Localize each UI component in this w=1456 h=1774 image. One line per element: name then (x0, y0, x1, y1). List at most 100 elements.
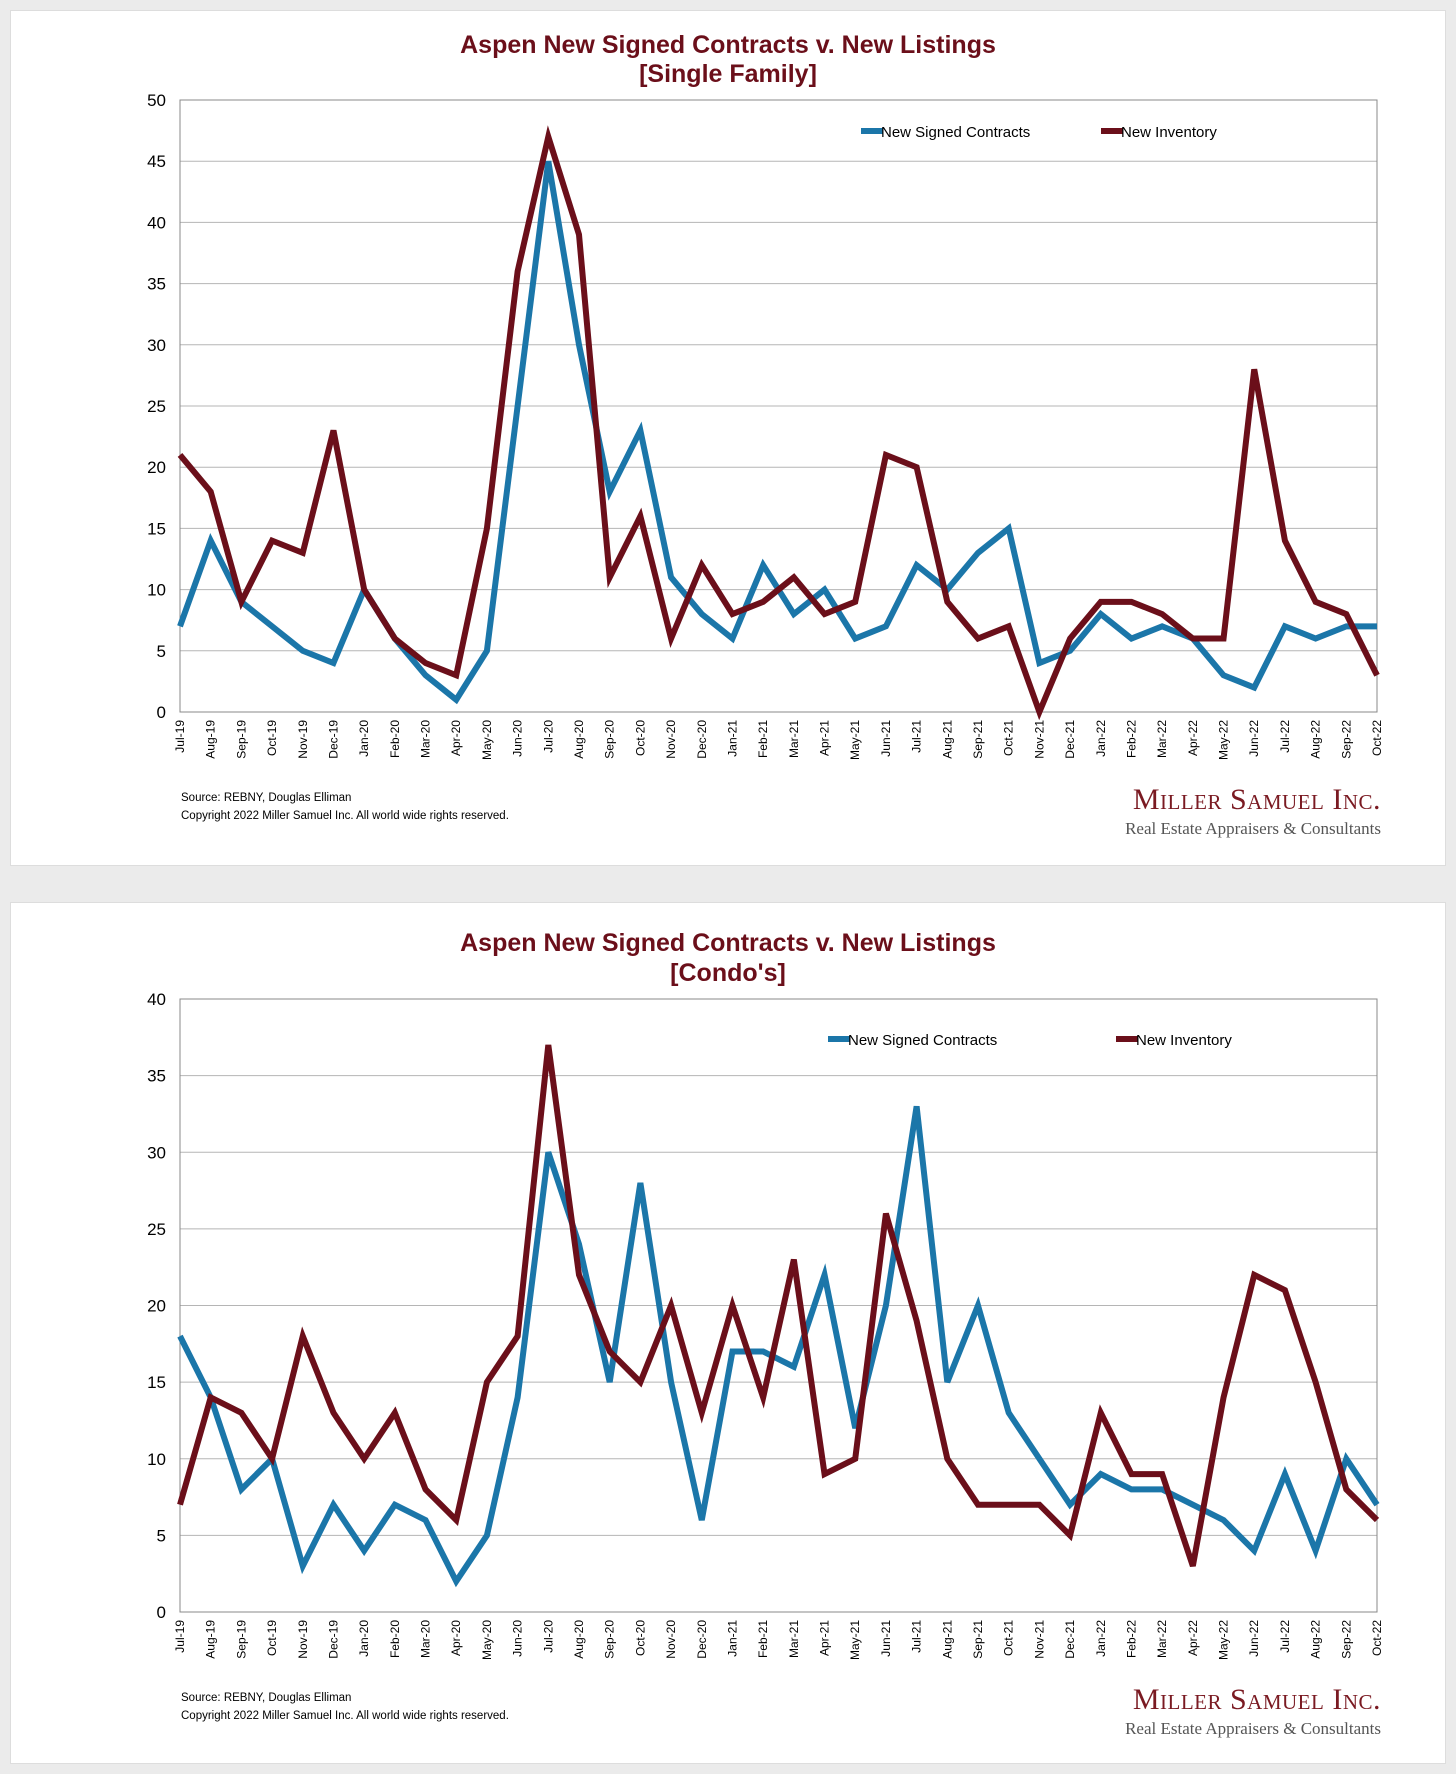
x-tick-label: Jul-22 (1278, 720, 1292, 753)
x-tick-label: Jul-20 (541, 720, 555, 753)
chart-title: Aspen New Signed Contracts v. New Listin… (460, 929, 996, 957)
source-note: Source: REBNY, Douglas Elliman (181, 792, 352, 804)
x-tick-label: Apr-22 (1186, 1620, 1200, 1656)
x-tick-label: Dec-21 (1063, 720, 1077, 759)
x-tick-label: Dec-19 (326, 1620, 340, 1659)
x-tick-label: Aug-19 (204, 1620, 218, 1659)
x-tick-label: Feb-20 (388, 720, 402, 758)
x-tick-label: Mar-22 (1155, 1620, 1169, 1658)
x-tick-label: Dec-19 (326, 720, 340, 759)
x-tick-label: Sep-22 (1339, 1620, 1353, 1659)
x-tick-label: Apr-21 (818, 720, 832, 756)
x-tick-label: Feb-21 (756, 1620, 770, 1658)
x-tick-label: Nov-19 (296, 1620, 310, 1659)
x-tick-label: Aug-19 (204, 720, 218, 759)
copyright-note: Copyright 2022 Miller Samuel Inc. All wo… (181, 1710, 509, 1722)
x-tick-label: Oct-22 (1370, 1620, 1384, 1656)
logo-name: Miller Samuel Inc. (1132, 1683, 1381, 1716)
x-tick-label: Jan-21 (725, 1620, 739, 1657)
x-tick-label: Feb-22 (1124, 1620, 1138, 1658)
x-tick-label: Jan-21 (725, 720, 739, 757)
y-tick-label: 35 (147, 275, 166, 294)
logo-tagline: Real Estate Appraisers & Consultants (1125, 1719, 1381, 1738)
chart-subtitle: [Single Family] (639, 60, 817, 88)
single-family-chart-panel: 0 5 10 15 20 25 30 35 40 45 50 Jul-19 Aug-19 Sep-19 Oc… (10, 10, 1446, 866)
x-tick-label: Sep-22 (1339, 720, 1353, 759)
x-tick-label: Jul-22 (1278, 1620, 1292, 1653)
logo-tagline: Real Estate Appraisers & Consultants (1125, 819, 1381, 838)
x-tick-label: May-21 (848, 1620, 862, 1660)
y-tick-label: 15 (147, 1373, 166, 1392)
y-tick-label: 25 (147, 397, 166, 416)
x-tick-label: Aug-21 (940, 720, 954, 759)
miller-samuel-logo: Miller Samuel Inc. Real Estate Appraiser… (1125, 1683, 1381, 1741)
y-tick-label: 35 (147, 1067, 166, 1086)
plot-area (179, 99, 1378, 713)
y-tick-label: 15 (147, 519, 166, 538)
new-signed-contracts-line (177, 1105, 1380, 1588)
x-tick-label: Nov-20 (664, 1620, 678, 1659)
x-tick-label: Jan-22 (1094, 720, 1108, 757)
y-tick-label: 10 (147, 581, 166, 600)
new-inventory-line (177, 1044, 1380, 1567)
x-tick-label: Nov-21 (1032, 1620, 1046, 1659)
y-tick-label: 5 (157, 642, 166, 661)
x-tick-label: Sep-20 (603, 1620, 617, 1659)
x-tick-label: Oct-20 (633, 1620, 647, 1656)
x-tick-label: Mar-20 (419, 1620, 433, 1658)
x-tick-label: Sep-21 (971, 1620, 985, 1659)
legend-label: New Signed Contracts (848, 1032, 997, 1049)
y-tick-label: 40 (147, 213, 166, 232)
x-tick-label: Oct-22 (1370, 720, 1384, 756)
legend-label: New Signed Contracts (881, 124, 1030, 141)
y-tick-label: 20 (147, 1297, 166, 1316)
x-tick-label: Aug-21 (940, 1620, 954, 1659)
x-tick-label: Aug-22 (1309, 1620, 1323, 1659)
x-tick-label: Mar-22 (1155, 720, 1169, 758)
x-tick-label: May-22 (1217, 720, 1231, 760)
x-tick-label: Jul-19 (173, 1620, 187, 1653)
x-tick-label: Jan-22 (1094, 1620, 1108, 1657)
copyright-note: Copyright 2022 Miller Samuel Inc. All wo… (181, 810, 509, 822)
x-tick-label: Feb-21 (756, 720, 770, 758)
x-tick-label: Jul-21 (910, 720, 924, 753)
logo-name: Miller Samuel Inc. (1132, 783, 1381, 816)
condo-chart-panel: 0 5 10 15 20 25 30 35 40 Jul-19 Aug-19 Sep-19 Oct-19… (10, 902, 1446, 1764)
x-tick-label: May-21 (848, 720, 862, 760)
x-tick-label: Oct-20 (633, 720, 647, 756)
x-tick-label: Mar-21 (787, 720, 801, 758)
y-tick-label: 25 (147, 1220, 166, 1239)
x-tick-label: Jan-20 (357, 1620, 371, 1657)
x-tick-label: Apr-20 (449, 720, 463, 756)
x-tick-label: Oct-21 (1002, 1620, 1016, 1656)
y-tick-label: 10 (147, 1450, 166, 1469)
x-tick-label: Sep-20 (603, 720, 617, 759)
x-tick-label: Sep-19 (234, 1620, 248, 1659)
x-tick-label: Oct-21 (1002, 720, 1016, 756)
x-tick-label: Feb-20 (388, 1620, 402, 1658)
x-tick-label: Aug-20 (572, 720, 586, 759)
legend-label: New Inventory (1121, 124, 1217, 141)
x-tick-label: Jul-21 (910, 1620, 924, 1653)
x-tick-label: Apr-21 (818, 1620, 832, 1656)
x-tick-label: Dec-20 (695, 1620, 709, 1659)
x-tick-label: Jun-20 (511, 720, 525, 757)
plot-area (179, 998, 1378, 1613)
x-tick-label: Jun-21 (879, 1620, 893, 1657)
x-tick-label: Aug-20 (572, 1620, 586, 1659)
y-tick-label: 40 (147, 990, 166, 1009)
x-tick-label: Nov-21 (1032, 720, 1046, 759)
x-tick-label: Nov-20 (664, 720, 678, 759)
condo-chart: 0 5 10 15 20 25 30 35 40 Jul-19 Aug-19 Sep-19 Oct-19… (147, 990, 1384, 1660)
x-tick-label: Feb-22 (1124, 720, 1138, 758)
legend-label: New Inventory (1136, 1032, 1232, 1049)
x-tick-label: Mar-20 (419, 720, 433, 758)
y-tick-label: 50 (147, 91, 166, 110)
x-tick-label: Jun-22 (1247, 720, 1261, 757)
x-tick-label: Jun-21 (879, 720, 893, 757)
x-tick-label: Aug-22 (1309, 720, 1323, 759)
x-tick-label: Dec-20 (695, 720, 709, 759)
new-inventory-line (177, 125, 1380, 721)
x-tick-label: Sep-21 (971, 720, 985, 759)
x-tick-label: Jun-20 (511, 1620, 525, 1657)
